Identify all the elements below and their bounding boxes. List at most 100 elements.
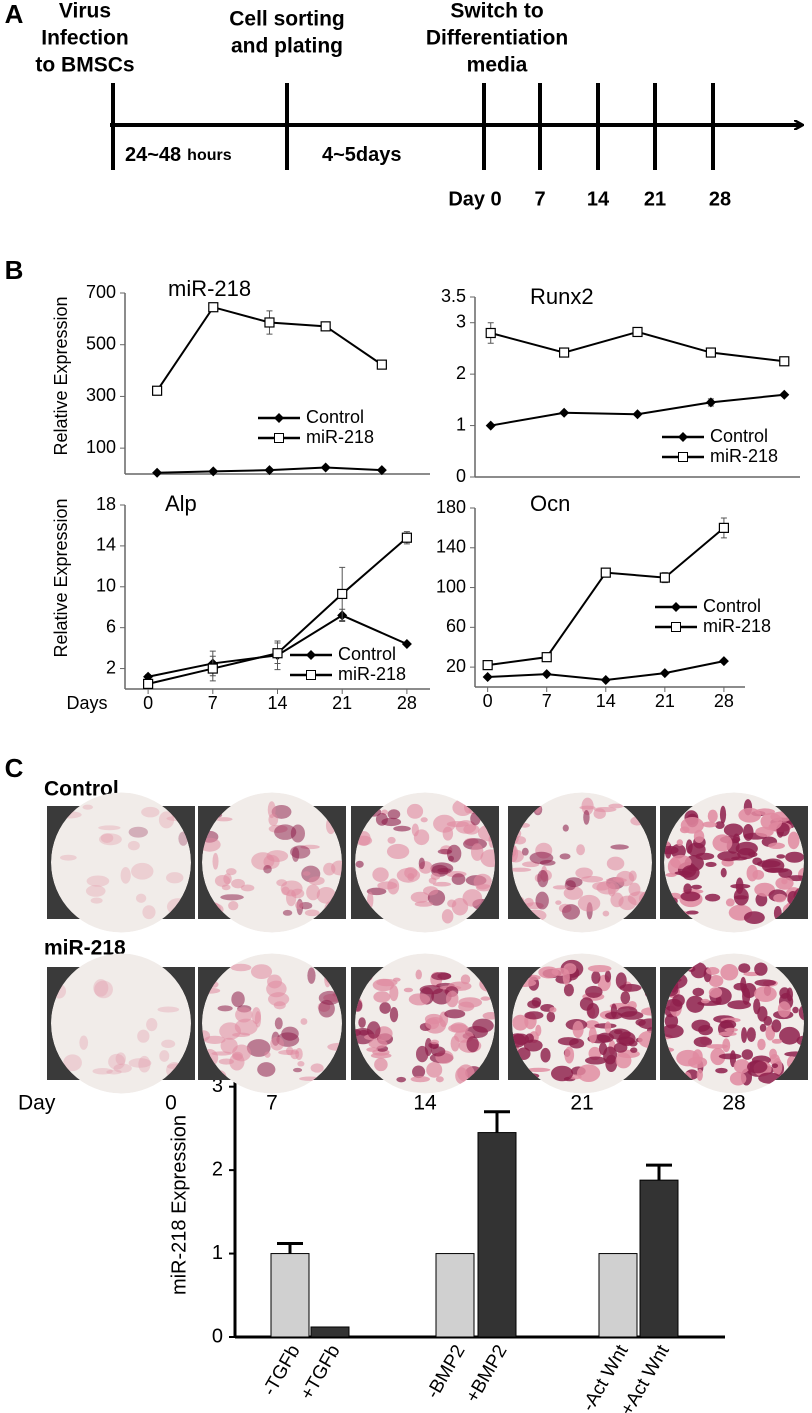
stain-spot <box>308 876 325 886</box>
stain-spot <box>562 824 569 832</box>
y-tick-label: 100 <box>86 437 116 457</box>
stain-spot <box>414 901 434 907</box>
stain-spot <box>316 886 336 904</box>
stain-spot <box>381 817 402 827</box>
stain-spot <box>310 1063 324 1073</box>
stain-spot <box>85 885 106 897</box>
chart-title: Alp <box>165 491 197 516</box>
well-inner <box>664 792 804 933</box>
stain-spot <box>281 1026 299 1041</box>
bar <box>310 1326 350 1338</box>
stain-spot <box>576 844 585 856</box>
stain-spot <box>424 1013 443 1025</box>
stain-spot <box>448 855 455 862</box>
well-image <box>660 953 808 1094</box>
stain-spot <box>458 997 483 1008</box>
marker <box>207 663 218 674</box>
timeline-day: Day 0 <box>448 188 501 210</box>
stain-spot <box>576 1064 601 1082</box>
stain-spot <box>419 985 444 995</box>
panel-label: A <box>5 0 24 29</box>
marker <box>632 326 643 338</box>
legend-marker <box>306 670 316 680</box>
stain-spot <box>550 1065 574 1082</box>
stain-spot <box>431 1046 446 1057</box>
stain-spot <box>411 823 419 837</box>
stain-spot <box>686 995 705 1013</box>
stain-spot <box>778 868 793 878</box>
stain-spot <box>555 900 562 905</box>
y-tick-label: 2 <box>212 1158 223 1180</box>
stain-spot <box>665 872 677 878</box>
stain-spot <box>664 1024 684 1039</box>
stain-spot <box>692 987 705 997</box>
stain-spot <box>602 910 610 917</box>
y-tick-label: 3.5 <box>441 286 466 306</box>
stain-spot <box>513 836 527 845</box>
y-axis-label: miR-218 Expression <box>168 1115 190 1295</box>
stain-spot <box>212 852 219 870</box>
stain-spot <box>526 1067 551 1072</box>
stain-spot <box>771 1019 782 1033</box>
stain-spot <box>230 963 252 972</box>
stain-spot <box>572 1020 584 1038</box>
y-tick-label: 0 <box>456 466 466 486</box>
legend-symbol <box>678 452 688 462</box>
stain-spot <box>410 891 430 903</box>
stain-spot <box>588 1026 597 1044</box>
stain-spot <box>108 1053 126 1070</box>
marker <box>264 317 275 328</box>
row-label: miR-218 <box>44 937 126 960</box>
stain-spot <box>146 1018 158 1032</box>
stain-spot <box>606 856 625 871</box>
stain-spot <box>410 1076 430 1083</box>
stain-spot <box>426 1061 443 1078</box>
stain-spot <box>531 997 542 1007</box>
stain-spot <box>451 873 466 885</box>
y-tick-label: 2 <box>106 657 116 677</box>
stain-spot <box>758 1072 782 1084</box>
well-inner <box>355 792 495 933</box>
well-image <box>508 953 656 1094</box>
stain-spot <box>710 1048 726 1066</box>
stain-spot <box>512 844 519 863</box>
stain-spot <box>604 970 612 983</box>
stain-spot <box>680 817 704 834</box>
stain-spot <box>604 1021 612 1034</box>
y-tick-label: 14 <box>96 535 116 555</box>
stain-spot <box>415 969 422 980</box>
stain-spot <box>60 854 77 861</box>
stain-spot <box>729 1071 747 1086</box>
stain-spot <box>250 964 273 980</box>
stain-spot <box>355 860 364 868</box>
stain-spot <box>422 886 439 896</box>
marker <box>152 385 163 396</box>
timeline-ticks <box>111 83 715 170</box>
duration-part: hours <box>187 147 232 164</box>
stain-spot <box>701 998 710 1004</box>
stain-spot <box>757 1038 766 1051</box>
stain-spot <box>379 1002 391 1014</box>
stain-spot <box>135 893 147 903</box>
stain-spot <box>724 1027 738 1032</box>
legend-symbol <box>274 413 284 423</box>
stain-spot <box>759 1023 767 1032</box>
stain-spot <box>131 862 154 880</box>
stain-spot <box>719 805 727 824</box>
stain-spot <box>127 840 140 851</box>
stain-spot <box>358 1017 366 1028</box>
stain-spot <box>733 833 740 844</box>
stain-spot <box>579 805 596 810</box>
stain-spot <box>273 1001 286 1010</box>
stain-spot <box>304 909 320 917</box>
legend-symbol <box>274 433 284 443</box>
error-bar <box>646 1163 672 1181</box>
stain-spot <box>159 1050 170 1062</box>
well-image <box>47 792 195 933</box>
stain-spot <box>437 867 452 873</box>
marker <box>152 467 163 478</box>
stain-spot <box>232 1044 252 1062</box>
stain-spot <box>393 825 411 832</box>
marker <box>272 648 283 659</box>
stain-spot <box>120 867 131 884</box>
